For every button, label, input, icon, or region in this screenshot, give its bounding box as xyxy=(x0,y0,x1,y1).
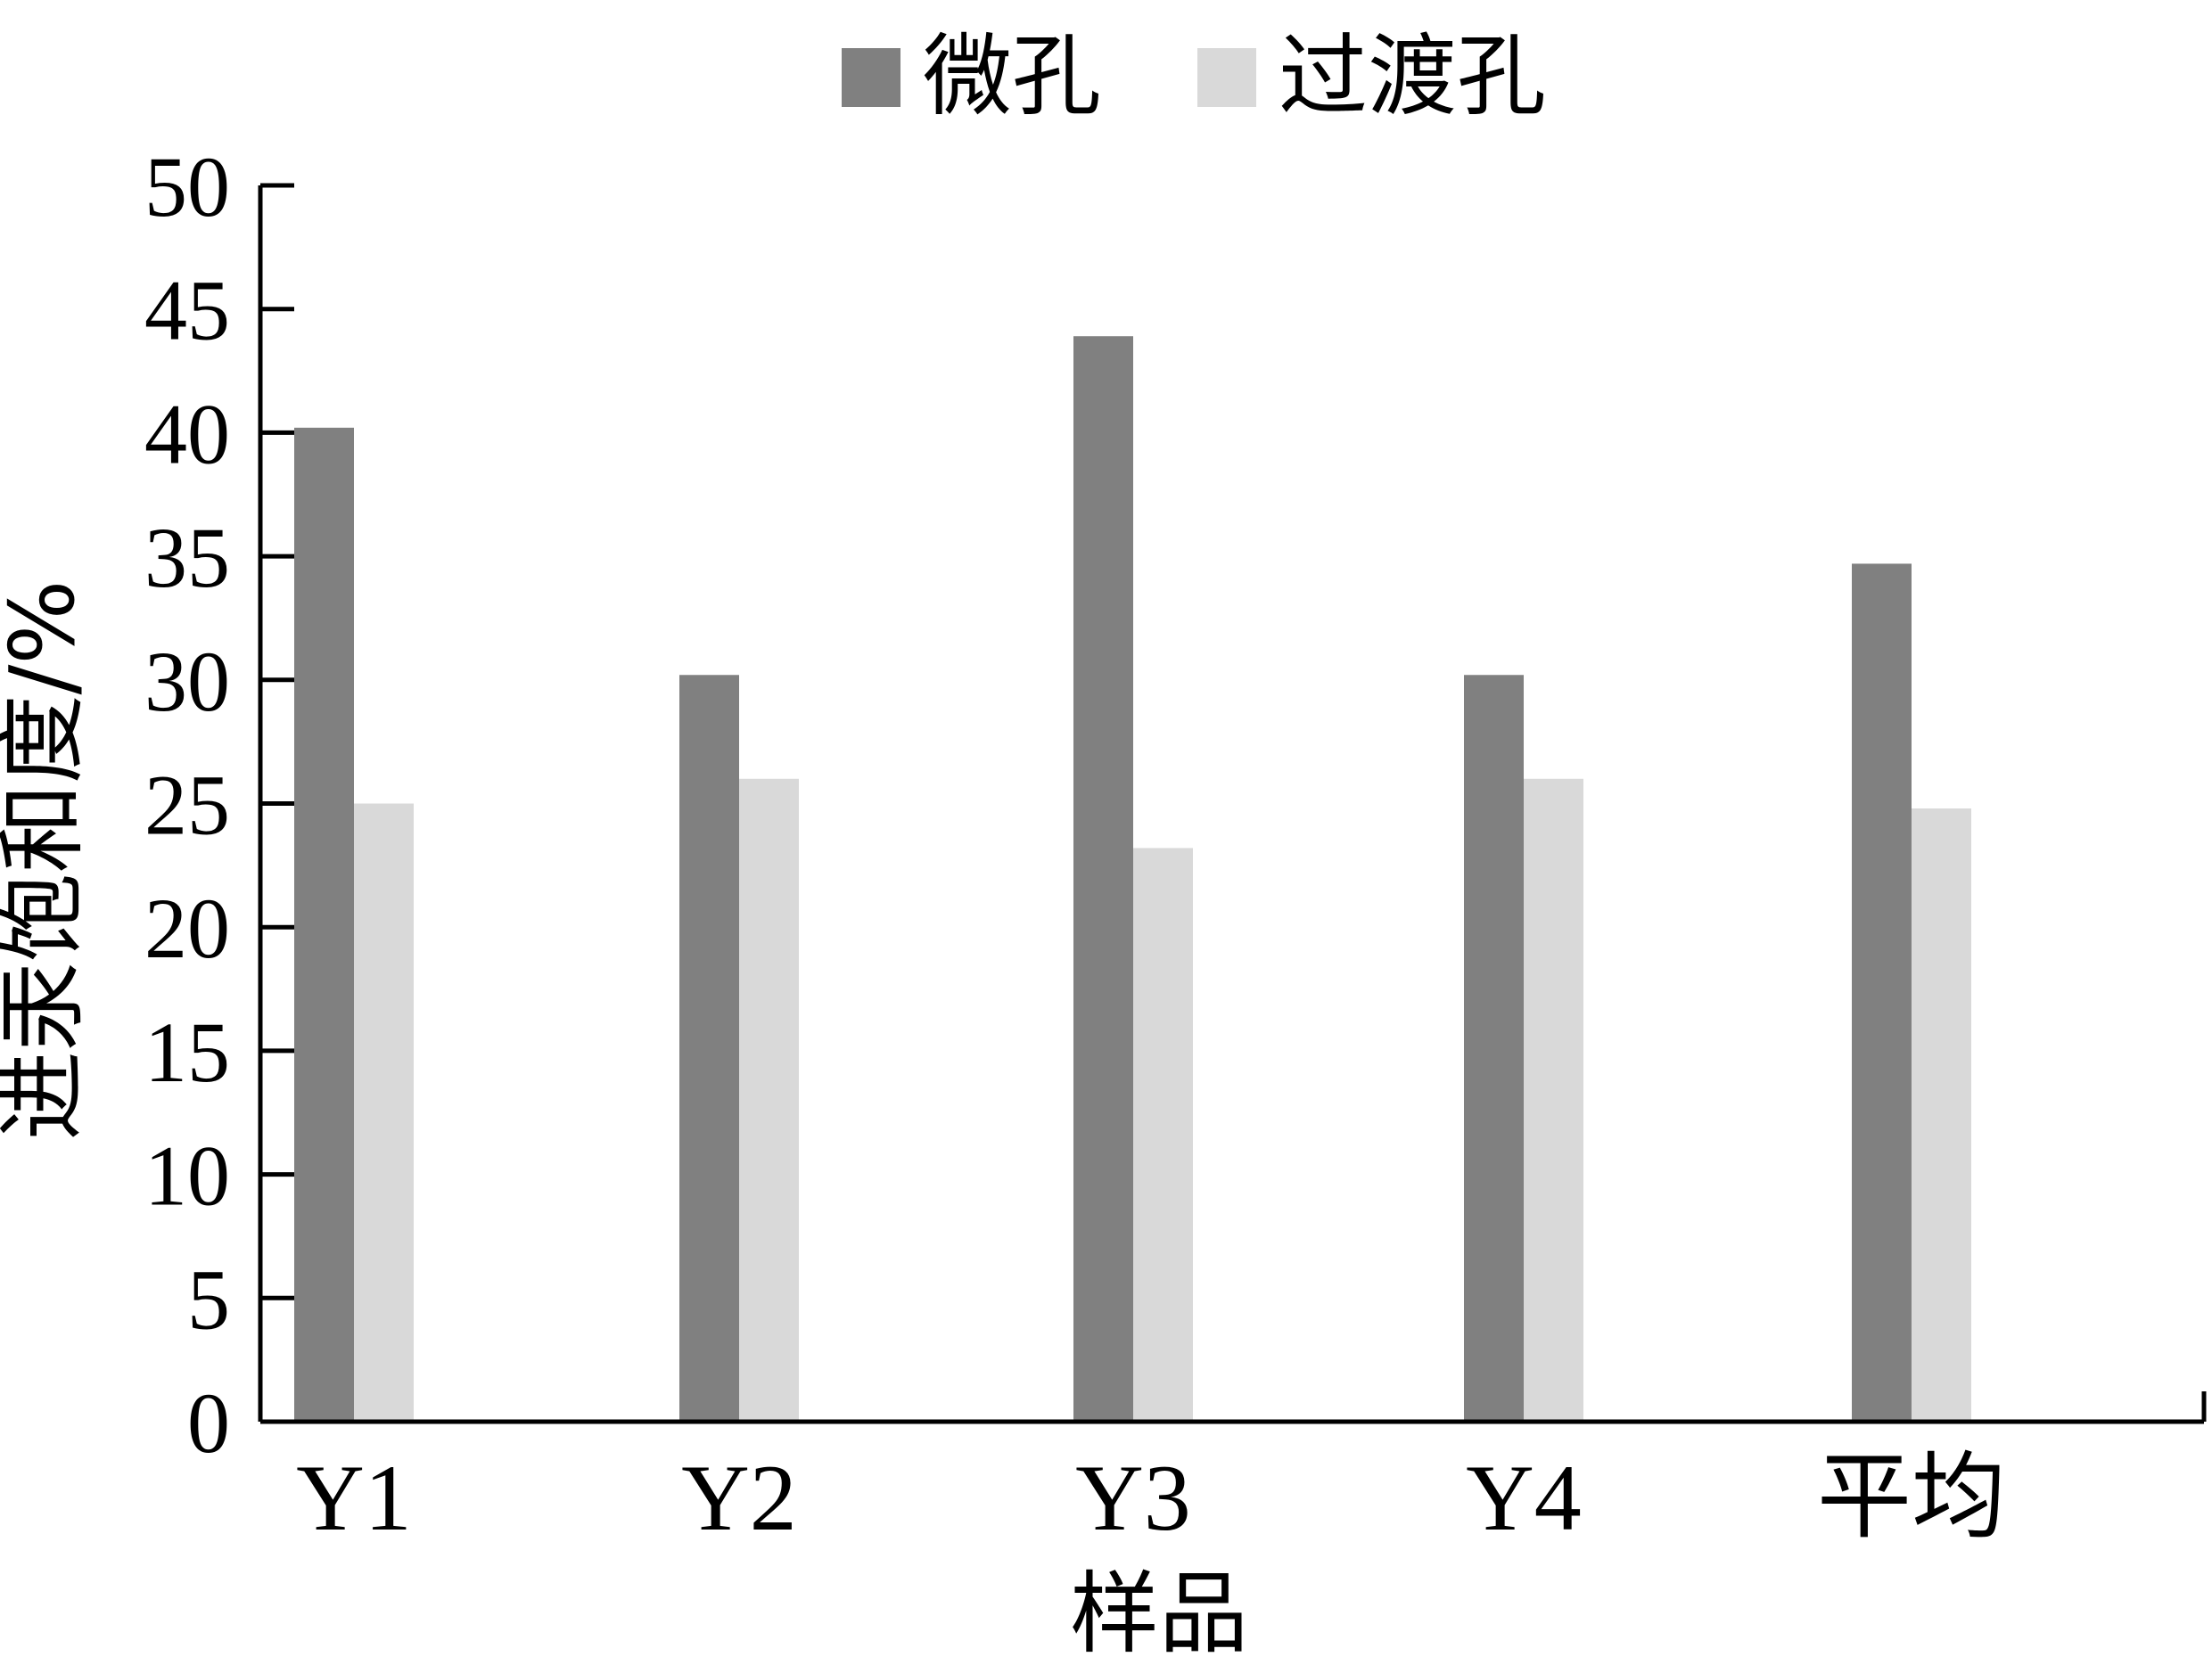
bar-transition-pore-2 xyxy=(1133,848,1193,1422)
y-tick-label: 40 xyxy=(144,386,230,481)
x-tick-label: Y3 xyxy=(1075,1446,1191,1550)
bar-micropore-0 xyxy=(294,427,354,1422)
x-axis-title: 样品 xyxy=(1070,1562,1248,1665)
y-axis-ticks: 0 5 10 15 20 25 30 35 40 45 50 xyxy=(144,139,294,1471)
x-tick-label: Y4 xyxy=(1466,1446,1582,1550)
y-tick-label: 30 xyxy=(144,634,230,729)
legend-swatch-1 xyxy=(1197,48,1256,107)
y-tick-label: 20 xyxy=(144,881,230,976)
y-tick-label: 5 xyxy=(187,1251,230,1347)
bar-transition-pore-3 xyxy=(1524,778,1583,1422)
bar-micropore-3 xyxy=(1464,675,1524,1422)
bar-micropore-4 xyxy=(1852,563,1912,1422)
y-tick-label: 45 xyxy=(144,263,230,358)
bar-transition-pore-4 xyxy=(1912,808,1971,1422)
y-tick-label: 0 xyxy=(187,1375,230,1471)
y-tick-label: 15 xyxy=(144,1005,230,1100)
legend-label-0: 微孔 xyxy=(923,24,1101,128)
legend-label-1: 过渡孔 xyxy=(1279,24,1546,128)
bars xyxy=(294,336,1971,1422)
y-tick-label: 35 xyxy=(144,510,230,605)
x-tick-label: Y1 xyxy=(296,1446,412,1550)
legend: 微孔 过渡孔 xyxy=(842,24,1546,128)
y-tick-label: 25 xyxy=(144,758,230,853)
legend-swatch-0 xyxy=(842,48,900,107)
y-tick-label: 50 xyxy=(144,139,230,234)
bar-transition-pore-0 xyxy=(354,803,414,1422)
y-axis-title: 进汞饱和度/% xyxy=(0,580,95,1141)
bar-transition-pore-1 xyxy=(739,778,799,1422)
y-tick-label: 10 xyxy=(144,1128,230,1224)
x-axis-ticks: Y1 Y2 Y3 Y4 平均 xyxy=(296,1446,2006,1550)
x-tick-label: 平均 xyxy=(1817,1446,2006,1550)
x-tick-label: Y2 xyxy=(681,1446,797,1550)
bar-micropore-2 xyxy=(1073,336,1133,1422)
bar-micropore-1 xyxy=(679,675,739,1422)
